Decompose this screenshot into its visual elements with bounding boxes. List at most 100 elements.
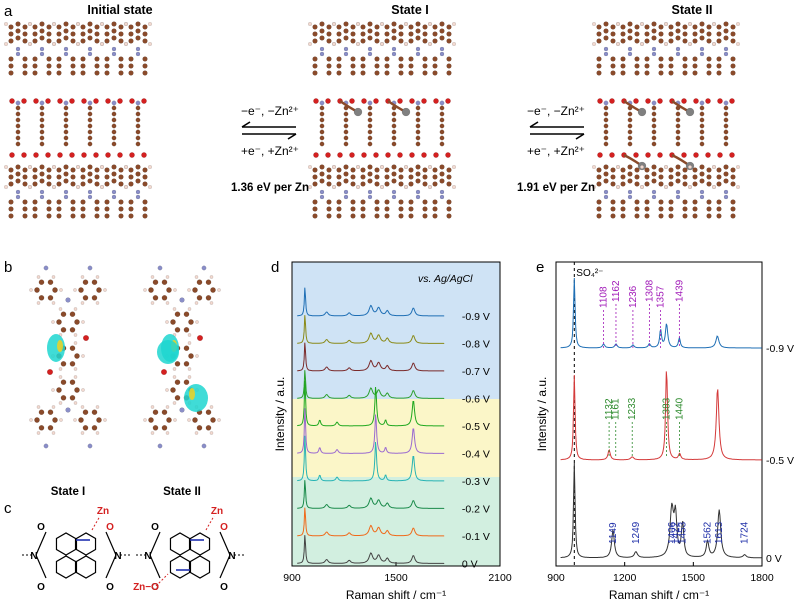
carbon-atom [723,21,729,27]
hydrogen-atom [51,405,56,409]
zinc-atom [353,107,363,117]
carbon-atom [699,164,705,170]
carbon-atom [56,24,62,30]
carbon-atom [384,167,390,173]
hydrogen-atom [99,184,104,189]
carbon-atom [668,63,674,69]
carbon-atom [398,213,404,219]
carbon-atom [682,206,688,212]
nitrogen-atom [87,194,93,200]
carbon-atom [104,199,110,205]
hydrogen-atom [332,42,337,47]
carbon-atom [692,213,698,219]
nitrogen-atom [675,194,681,200]
carbon-atom [675,111,681,117]
carbon-atom [730,38,736,44]
carbon-atom [422,167,428,173]
hydrogen-atom [308,184,313,189]
hydrogen-atom [143,288,147,292]
carbon-atom [723,105,729,111]
carbon-atom [56,167,62,173]
hydrogen-atom [103,288,107,292]
carbon-atom [22,213,28,219]
carbon-atom [439,141,445,147]
carbon-atom [675,35,681,41]
carbon-atom [422,206,428,212]
carbon-atom [723,123,729,129]
carbon-atom [91,424,98,431]
nitrogen-atom [201,265,207,271]
carbon-atom [723,178,729,184]
carbon-atom [668,174,674,180]
carbon-atom [22,206,28,212]
carbon-atom [183,326,190,333]
carbon-atom [596,181,602,187]
carbon-atom [70,181,76,187]
nitrogen-atom [415,51,421,57]
carbon-atom [82,294,89,301]
carbon-atom [432,213,438,219]
carbon-atom [336,199,342,205]
carbon-atom [644,63,650,69]
carbon-atom [627,164,633,170]
hydrogen-atom [452,164,457,169]
carbon-atom [111,135,117,141]
carbon-atom [39,35,45,41]
carbon-atom [56,70,62,76]
carbon-atom [384,206,390,212]
nitrogen-atom [627,46,633,52]
carbon-atom [312,167,318,173]
carbon-atom [730,181,736,187]
hydrogen-atom [28,42,33,47]
carbon-atom [658,167,664,173]
hydrogen-atom [73,288,77,292]
nitrogen-atom [627,189,633,195]
carbon-atom [15,141,21,147]
hydrogen-atom [81,354,85,358]
hydrogen-atom [172,375,177,379]
carbon-atom [91,294,98,301]
carbon-atom [15,164,21,170]
carbon-atom [70,167,76,173]
hydrogen-atom [404,42,409,47]
spectrum-line [560,462,762,559]
carbon-atom [634,31,640,37]
carbon-atom [343,141,349,147]
x-axis-label: Raman shift / cm⁻¹ [609,588,709,602]
carbon-atom [319,171,325,177]
carbon-atom [651,117,657,123]
peak-label: 1453 [678,521,689,544]
carbon-atom [8,63,14,69]
oxygen-atom [729,152,735,158]
hydrogen-atom [173,288,177,292]
carbon-atom [174,394,181,401]
carbon-atom [596,24,602,30]
carbon-atom [70,24,76,30]
carbon-atom [658,199,664,205]
isosurface-blob [184,384,208,412]
carbon-atom [15,123,21,129]
hydrogen-atom [150,405,155,409]
carbon-atom [415,105,421,111]
carbon-atom [610,31,616,37]
carbon-atom [8,167,14,173]
carbon-atom [692,56,698,62]
hydrogen-atom [52,22,57,27]
carbon-atom [360,56,366,62]
carbon-atom [39,129,45,135]
carbon-atom [706,38,712,44]
carbon-atom [118,70,124,76]
carbon-atom [63,111,69,117]
carbon-atom [94,63,100,69]
carbon-atom [87,129,93,135]
oxygen-atom [373,98,379,104]
carbon-atom [111,105,117,111]
carbon-atom [682,167,688,173]
carbon-atom [15,111,21,117]
nitrogen-atom [319,46,325,52]
hydrogen-atom [172,401,177,405]
peak-label: 1724 [740,521,751,544]
nitrogen-atom [15,100,21,106]
carbon-atom [668,199,674,205]
